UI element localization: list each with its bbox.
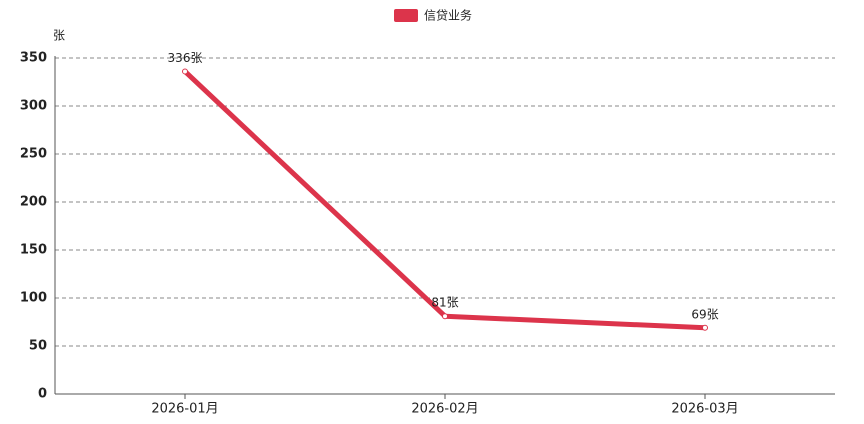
y-tick-label: 50 [29,339,47,354]
legend-label: 信贷业务 [424,8,472,23]
line [183,69,706,331]
legend-swatch [394,9,418,22]
value-label: 69张 [691,307,718,321]
value-label: 336张 [168,51,203,65]
point [182,68,188,75]
y-tick-label: 250 [20,147,47,162]
x-tick-label: 2026-03月 [671,402,738,417]
y-tick-label: 0 [38,387,47,402]
y-tick-label: 300 [20,99,47,114]
y-tick-label: 100 [20,291,47,306]
point [442,313,448,320]
y-tick-label: 350 [20,51,47,66]
x-tick-label: 2026-02月 [411,402,478,417]
value-label: 81张 [431,296,458,310]
y-axis-label: 张 [53,29,65,43]
y-tick-label: 150 [20,243,47,258]
y-tick-label: 200 [20,195,47,210]
x-tick-label: 2026-01月 [151,402,218,417]
point [702,324,708,331]
